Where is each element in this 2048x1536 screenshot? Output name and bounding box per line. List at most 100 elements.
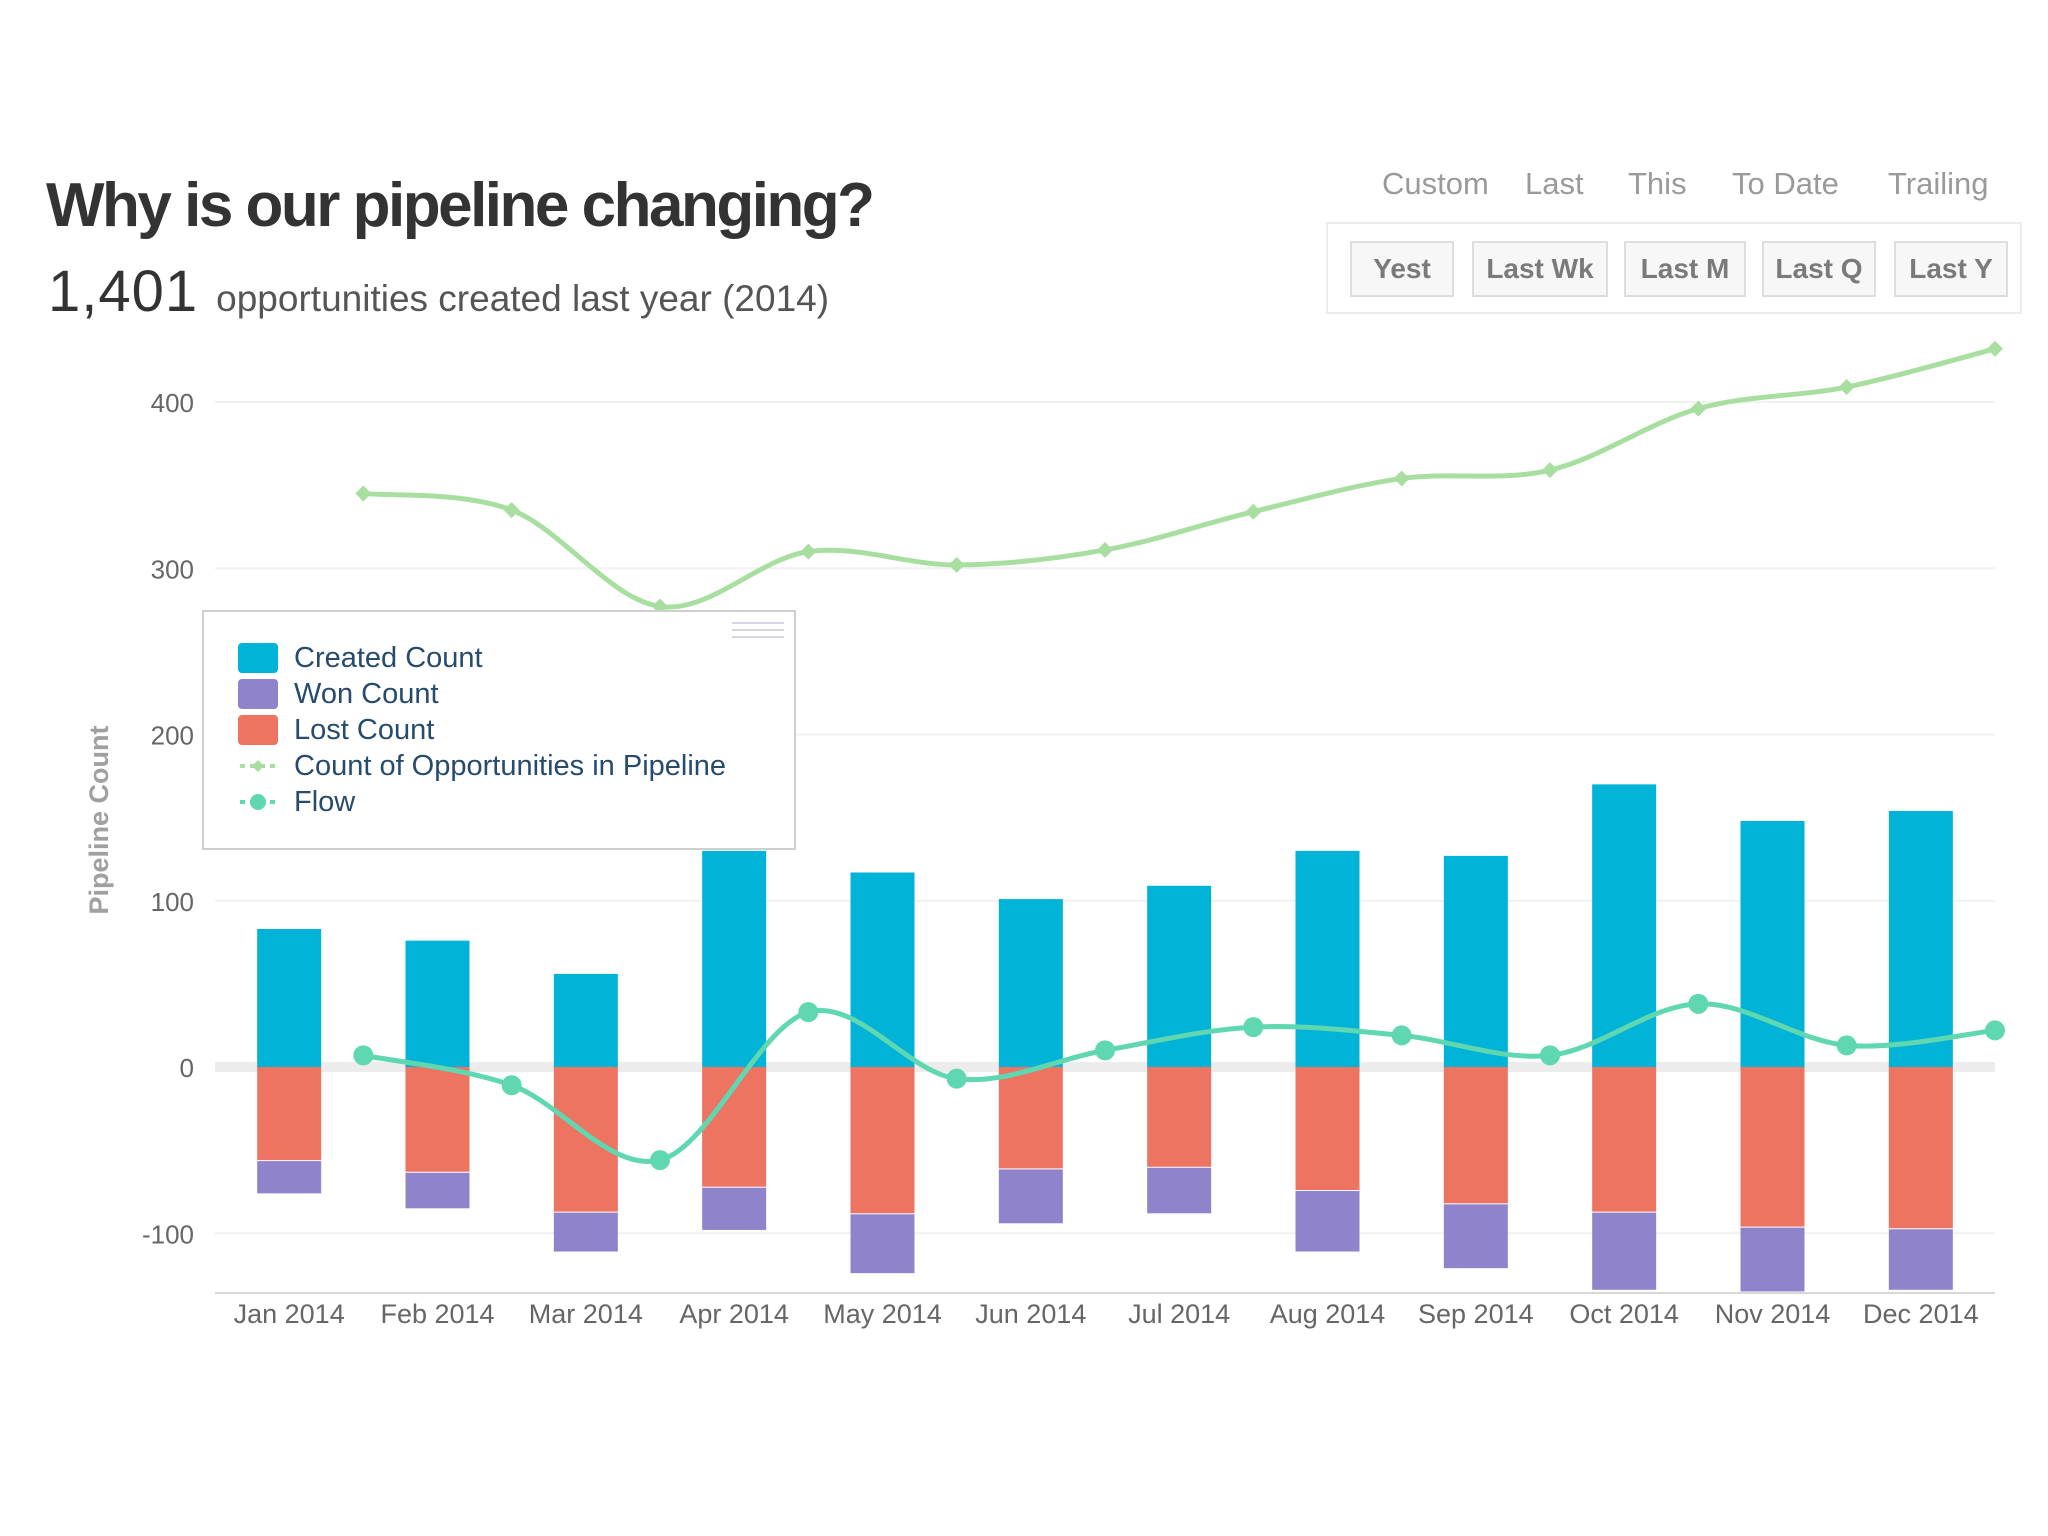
won-bar [553,1212,618,1252]
y-tick-label: 0 [180,1053,194,1083]
won-bar [702,1187,767,1230]
lost-bar [553,1067,618,1212]
flow-point [1985,1020,2005,1041]
pipeline-point [1542,462,1558,479]
won-bar [1147,1167,1212,1214]
created-bar [553,973,618,1067]
lost-bar [850,1067,915,1214]
flow-point [1243,1017,1264,1038]
yesterday-button[interactable]: Yest [1350,241,1454,297]
won-bar [850,1214,915,1274]
tab-this[interactable]: This [1628,166,1687,201]
tab-last[interactable]: Last [1525,166,1584,201]
legend-label: Created Count [294,641,483,674]
flow-point [1095,1040,1115,1061]
y-tick-label: -100 [142,1219,194,1249]
pipeline-line [363,346,1996,610]
legend-item-pipeline[interactable]: Count of Opportunities in Pipeline [238,748,726,784]
flow-line-icon [240,794,276,810]
last-year-button[interactable]: Last Y [1894,241,2008,297]
won-bar [1295,1191,1360,1252]
won-bar [1592,1212,1657,1290]
lost-bar [1147,1067,1212,1167]
lost-bar [998,1067,1063,1169]
bar-layer [257,784,1953,1292]
created-bar [850,872,915,1067]
legend-label: Flow [294,785,356,818]
created-bar [1740,820,1805,1067]
pipeline-point [355,485,372,502]
won-bar [1443,1204,1508,1269]
legend-item-won[interactable]: Won Count [238,676,439,712]
x-tick-label: Apr 2014 [679,1299,789,1329]
chart-legend[interactable]: Created Count Won Count Lost Count Count… [202,610,796,850]
created-bar [1888,810,1953,1067]
created-bar [257,929,322,1067]
last-week-button[interactable]: Last Wk [1472,241,1608,297]
x-tick-label: Jul 2014 [1128,1299,1230,1329]
legend-item-created[interactable]: Created Count [238,640,483,676]
subtitle-text: opportunities created last year (2014) [216,278,830,319]
subtitle: 1,401 opportunities created last year (20… [48,258,829,325]
lost-bar [1443,1067,1508,1204]
won-bar [998,1169,1063,1224]
pipeline-point [948,556,965,573]
won-bar [257,1161,322,1194]
x-tick-label: May 2014 [823,1299,942,1329]
won-bar [1888,1229,1953,1290]
pipeline-point [1393,470,1410,487]
legend-label: Won Count [294,677,439,710]
y-tick-label: 200 [151,721,194,751]
won-bar [1740,1227,1805,1292]
lost-swatch-icon [238,715,278,745]
flow-point [1391,1025,1412,1046]
created-bar [1443,855,1508,1067]
legend-item-lost[interactable]: Lost Count [238,712,434,748]
x-tick-label: Oct 2014 [1569,1299,1679,1329]
x-tick-label: Nov 2014 [1715,1299,1831,1329]
created-bar [702,850,767,1067]
x-tick-label: Dec 2014 [1863,1299,1979,1329]
y-tick-label: 300 [151,554,194,584]
lost-bar [257,1067,322,1161]
pipeline-point [1690,400,1707,417]
drag-handle-icon[interactable] [732,622,784,640]
x-tick-label: Jan 2014 [234,1299,345,1329]
x-tick-label: Feb 2014 [380,1299,494,1329]
flow-point [798,1002,819,1023]
won-swatch-icon [238,679,278,709]
line-layer [353,340,2005,1171]
y-tick-label: 400 [151,388,194,418]
pipeline-point [1987,340,2003,357]
pipeline-point [503,502,520,519]
flow-point [1688,993,1709,1014]
created-bar [1295,850,1360,1067]
lost-bar [405,1067,470,1172]
period-tabs: Custom Last This To Date Trailing [1370,166,2010,210]
created-bar [998,899,1063,1067]
flow-point [1540,1045,1560,1066]
tab-trailing[interactable]: Trailing [1888,166,1989,201]
tab-to-date[interactable]: To Date [1732,166,1839,201]
y-tick-label: 100 [151,887,194,917]
axis-layer: -100 0 100 200 300 400 Pipeline Count Jan 2014 F… [84,388,1995,1329]
legend-item-flow[interactable]: Flow [238,784,355,820]
tab-custom[interactable]: Custom [1382,166,1489,201]
legend-label: Lost Count [294,713,435,746]
created-swatch-icon [238,643,278,673]
legend-label: Count of Opportunities in Pipeline [294,749,727,782]
last-quarter-button[interactable]: Last Q [1762,241,1876,297]
flow-point [946,1068,967,1089]
lost-bar [1740,1067,1805,1227]
last-month-button[interactable]: Last M [1624,241,1746,297]
x-tick-label: Mar 2014 [529,1299,643,1329]
lost-bar [1888,1067,1953,1229]
pipeline-point [1097,541,1113,558]
lost-bar [1295,1067,1360,1191]
opportunity-count: 1,401 [48,259,199,324]
range-button-panel: Yest Last Wk Last M Last Q Last Y [1326,222,2022,314]
flow-point [353,1045,374,1066]
pipeline-point [1838,379,1855,396]
x-tick-label: Aug 2014 [1270,1299,1386,1329]
won-bar [405,1172,470,1209]
